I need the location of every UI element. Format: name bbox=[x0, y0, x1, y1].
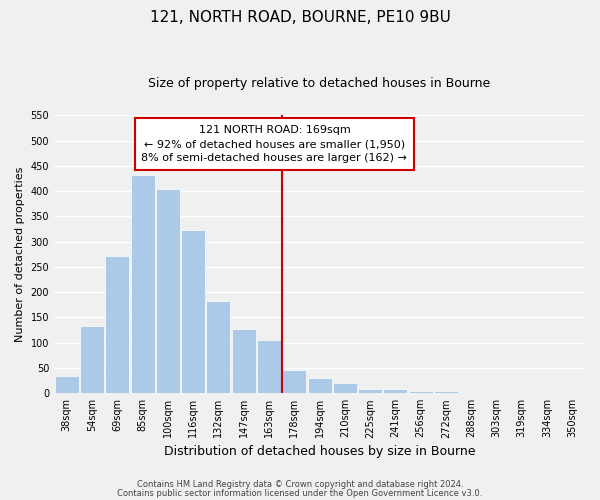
Bar bbox=[80, 326, 104, 393]
Bar bbox=[383, 389, 407, 393]
Bar bbox=[55, 376, 79, 393]
Bar bbox=[156, 188, 180, 393]
Bar bbox=[282, 370, 306, 393]
Bar bbox=[358, 389, 382, 393]
Bar bbox=[232, 328, 256, 393]
Bar bbox=[333, 383, 357, 393]
Text: 121, NORTH ROAD, BOURNE, PE10 9BU: 121, NORTH ROAD, BOURNE, PE10 9BU bbox=[149, 10, 451, 25]
Text: Contains public sector information licensed under the Open Government Licence v3: Contains public sector information licen… bbox=[118, 490, 482, 498]
Bar bbox=[308, 378, 332, 393]
Title: Size of property relative to detached houses in Bourne: Size of property relative to detached ho… bbox=[148, 78, 491, 90]
Bar bbox=[206, 300, 230, 393]
Bar bbox=[484, 392, 509, 393]
Bar bbox=[409, 390, 433, 393]
Text: 121 NORTH ROAD: 169sqm
← 92% of detached houses are smaller (1,950)
8% of semi-d: 121 NORTH ROAD: 169sqm ← 92% of detached… bbox=[142, 125, 407, 163]
Bar bbox=[535, 392, 559, 393]
Bar bbox=[131, 175, 155, 393]
Y-axis label: Number of detached properties: Number of detached properties bbox=[15, 166, 25, 342]
X-axis label: Distribution of detached houses by size in Bourne: Distribution of detached houses by size … bbox=[164, 444, 475, 458]
Bar bbox=[257, 340, 281, 393]
Bar bbox=[181, 230, 205, 393]
Bar bbox=[510, 392, 534, 393]
Bar bbox=[434, 390, 458, 393]
Bar bbox=[560, 392, 584, 393]
Text: Contains HM Land Registry data © Crown copyright and database right 2024.: Contains HM Land Registry data © Crown c… bbox=[137, 480, 463, 489]
Bar bbox=[105, 256, 129, 393]
Bar bbox=[459, 392, 483, 393]
